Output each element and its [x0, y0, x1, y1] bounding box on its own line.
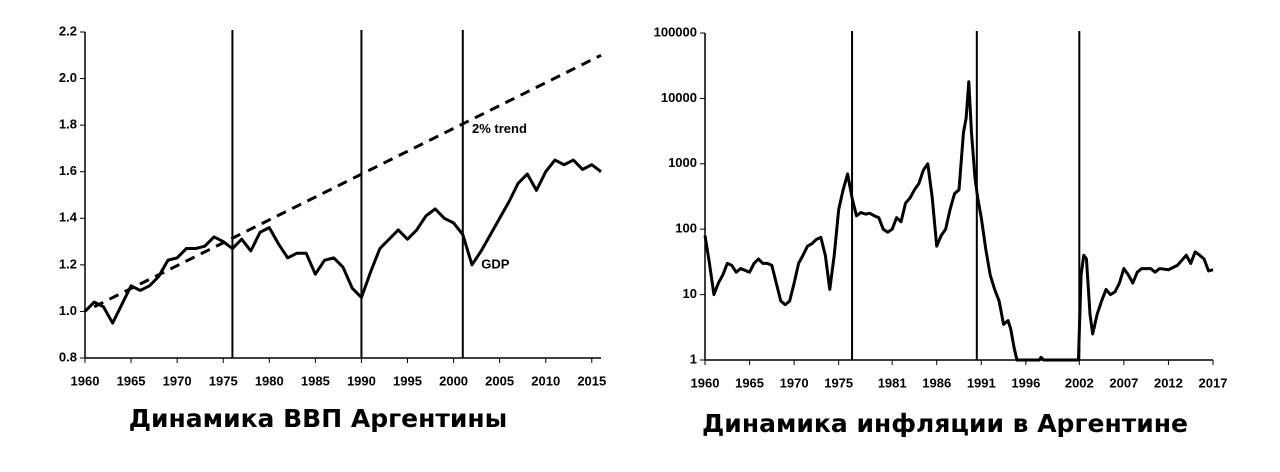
y-tick-label: 10	[683, 286, 697, 301]
annotation: GDP	[481, 256, 510, 271]
x-tick-label: 1960	[71, 373, 100, 388]
x-tick-label: 2015	[577, 373, 606, 388]
y-tick-label: 1.8	[59, 117, 77, 132]
x-tick-label: 1970	[163, 373, 192, 388]
y-tick-label: 10000	[661, 90, 697, 105]
x-tick-label: 1991	[967, 375, 996, 390]
y-tick-label: 100000	[654, 24, 697, 39]
x-tick-label: 2007	[1109, 375, 1138, 390]
y-tick-label: 0.8	[59, 349, 77, 364]
x-tick-label: 1986	[922, 375, 951, 390]
y-tick-label: 1.2	[59, 256, 77, 271]
y-tick-label: 2.0	[59, 70, 77, 85]
x-tick-label: 2000	[439, 373, 468, 388]
x-tick-label: 2017	[1199, 375, 1228, 390]
x-tick-label: 1990	[347, 373, 376, 388]
y-tick-label: 1.0	[59, 303, 77, 318]
line	[703, 80, 1214, 362]
chart-title: Динамика ВВП Аргентины	[129, 404, 508, 433]
x-tick-label: 1975	[824, 375, 853, 390]
x-tick-label: 1985	[301, 373, 330, 388]
x-tick-label: 1996	[1011, 375, 1040, 390]
x-tick-label: 1980	[255, 373, 284, 388]
x-tick-label: 2005	[485, 373, 514, 388]
x-tick-label: 2002	[1065, 375, 1094, 390]
line	[93, 53, 602, 309]
y-tick-label: 2.2	[59, 23, 77, 38]
x-tick-label: 1965	[735, 375, 764, 390]
chart-title: Динамика инфляции в Аргентине	[702, 409, 1188, 438]
x-tick-label: 2012	[1154, 375, 1183, 390]
x-tick-label: 1975	[209, 373, 238, 388]
x-tick-label: 1981	[878, 375, 907, 390]
y-tick-label: 1.4	[59, 210, 78, 225]
x-tick-label: 2010	[531, 373, 560, 388]
y-tick-label: 1.6	[59, 163, 77, 178]
y-tick-label: 100	[675, 221, 697, 236]
line	[83, 158, 602, 325]
x-tick-label: 1965	[117, 373, 146, 388]
annotation: 2% trend	[472, 121, 527, 136]
x-tick-label: 1970	[780, 375, 809, 390]
y-tick-label: 1000	[668, 155, 697, 170]
x-tick-label: 1995	[393, 373, 422, 388]
y-tick-label: 1	[690, 351, 697, 366]
x-tick-label: 1960	[691, 375, 720, 390]
